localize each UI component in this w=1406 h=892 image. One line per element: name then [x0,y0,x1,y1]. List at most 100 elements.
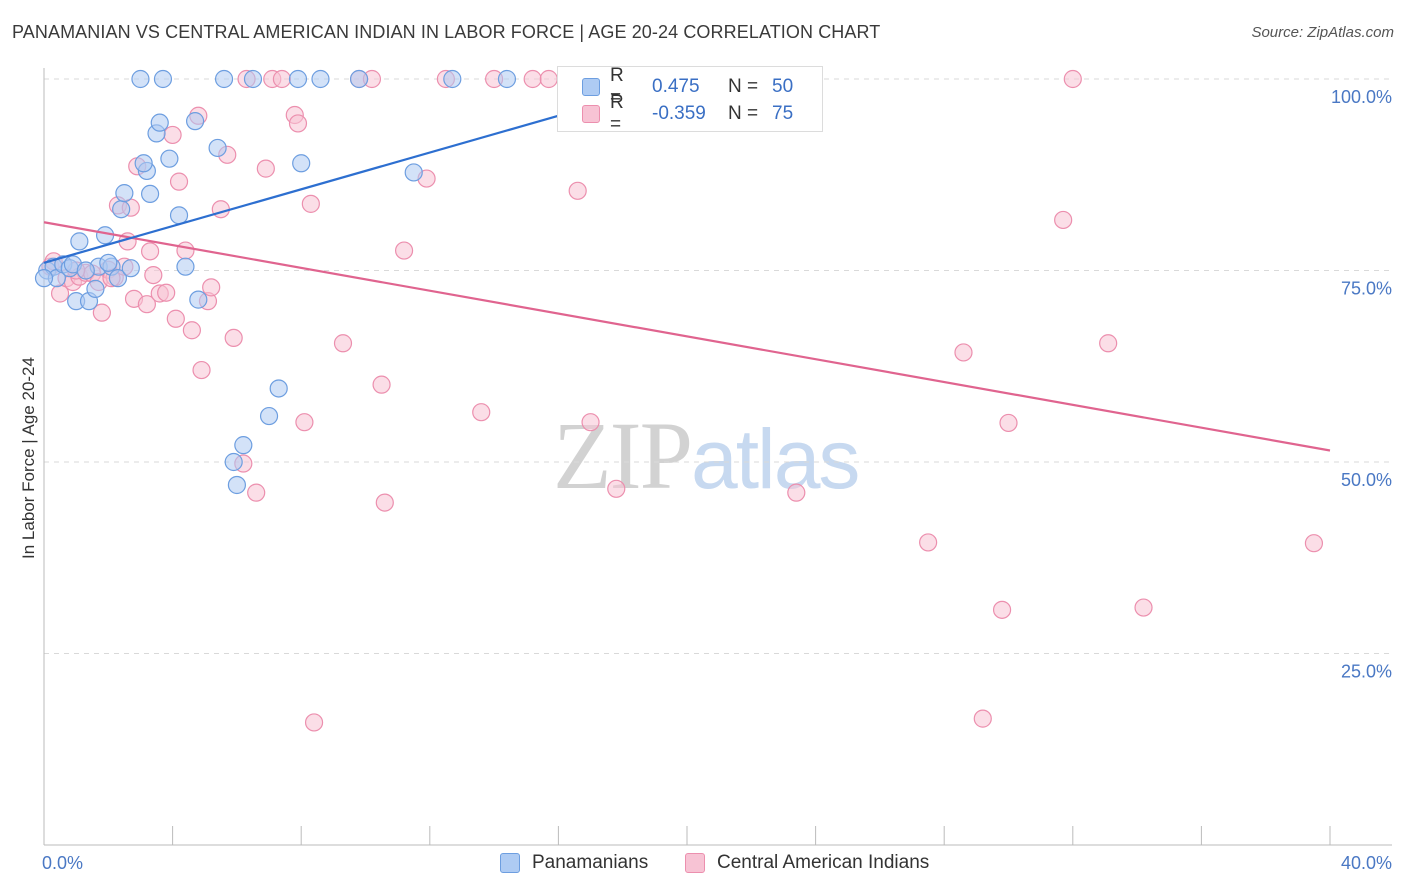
data-point-central-american-indians [539,69,558,89]
legend-r-label: R = [610,65,624,108]
legend-swatch-panamanians [500,853,520,873]
legend-label-panamanians: Panamanians [532,852,649,873]
data-point-panamanians [160,149,179,168]
data-point-central-american-indians [272,69,292,89]
data-point-central-american-indians [202,278,221,297]
trend-lines [43,77,1331,452]
data-point-central-american-indians [1054,210,1073,230]
legend-r-value: -0.359 [652,103,706,124]
data-point-central-american-indians [999,413,1018,433]
data-point-central-american-indians [192,360,211,380]
data-point-central-american-indians [472,403,491,422]
y-tick-label: 75.0% [1341,279,1392,299]
data-point-panamanians [288,69,308,89]
data-point-panamanians [108,269,128,288]
data-point-central-american-indians [607,479,626,498]
data-point-panamanians [311,69,330,89]
data-point-panamanians [76,261,95,280]
legend-row-central-american-indians: R = -0.359 N = 75 [582,92,793,135]
chart-title: PANAMANIAN VS CENTRAL AMERICAN INDIAN IN… [12,22,881,42]
data-point-central-american-indians [92,303,111,322]
data-point-panamanians [259,406,279,426]
data-point-central-american-indians [247,483,266,502]
data-point-panamanians [189,290,208,309]
x-tick-label: 40.0% [1341,853,1392,873]
data-point-central-american-indians [157,283,176,302]
legend-swatch-central-american-indians [582,105,600,123]
legend-item-central-american-indians[interactable]: Central American Indians [685,852,929,874]
y-tick-label: 50.0% [1341,470,1392,490]
data-point-central-american-indians [1063,69,1082,89]
data-point-central-american-indians [304,713,324,732]
data-point-central-american-indians [973,709,992,728]
watermark-atlas: atlas [691,412,860,506]
series-legend: Panamanians Central American Indians [0,852,1406,878]
data-point-panamanians [150,113,169,132]
axes [43,68,1392,846]
data-point-panamanians [121,259,140,278]
series-central-american-indians-points [41,69,1324,732]
data-point-panamanians [169,206,189,225]
data-point-central-american-indians [301,194,320,213]
data-point-central-american-indians [166,309,185,328]
data-point-central-american-indians [256,159,275,178]
data-point-central-american-indians [581,413,600,432]
legend-n-label: N = [728,103,759,124]
data-point-panamanians [140,184,160,203]
data-point-central-american-indians [372,375,391,394]
data-point-central-american-indians [211,200,230,219]
legend-item-panamanians[interactable]: Panamanians [500,852,648,874]
y-tick-label: 100.0% [1331,87,1392,107]
data-point-panamanians [243,69,263,89]
legend-r-label: R = [610,92,624,135]
legend-n-label: N = [728,76,759,97]
data-point-panamanians [208,138,227,158]
data-point-panamanians [404,163,423,182]
data-point-panamanians [349,69,369,89]
legend-r-value: 0.475 [652,76,700,97]
data-point-central-american-indians [394,241,414,260]
data-point-central-american-indians [288,114,308,133]
data-point-panamanians [269,379,288,398]
data-point-central-american-indians [1099,334,1118,353]
data-point-panamanians [86,279,105,298]
legend-swatch-central-american-indians [685,853,705,873]
data-point-panamanians [115,184,134,203]
legend-swatch-panamanians [582,78,600,96]
data-point-panamanians [99,253,118,272]
data-point-panamanians [292,154,311,173]
data-point-central-american-indians [375,493,394,512]
data-point-central-american-indians [163,125,182,145]
data-point-central-american-indians [182,321,201,340]
data-point-panamanians [186,112,205,131]
data-point-central-american-indians [919,533,938,552]
y-axis-title: In Labor Force | Age 20-24 [19,357,38,559]
data-point-panamanians [70,232,89,251]
data-point-panamanians [112,200,131,219]
data-point-panamanians [95,226,115,245]
data-point-central-american-indians [954,343,973,362]
data-point-central-american-indians [176,241,195,260]
y-tick-label: 25.0% [1341,662,1392,682]
data-point-panamanians [34,269,54,288]
data-point-central-american-indians [144,265,163,285]
data-point-panamanians [134,154,153,173]
data-point-central-american-indians [224,328,243,348]
data-point-central-american-indians [169,172,189,191]
series-panamanians-points [34,69,793,495]
data-point-panamanians [214,69,234,89]
data-point-central-american-indians [568,181,587,200]
data-point-panamanians [234,436,253,455]
x-tick-label: 0.0% [42,853,83,873]
correlation-legend: R = 0.475 N = 50 R = -0.359 N = 75 [557,65,823,135]
data-point-central-american-indians [295,413,314,432]
data-point-panamanians [497,69,517,89]
legend-row-panamanians: R = 0.475 N = 50 [582,65,793,108]
tick-labels: 25.0% 50.0% 75.0% 100.0% 0.0% 40.0% In Labor F… [19,87,1392,873]
source-label: Source: ZipAtlas.com [1251,24,1394,41]
data-point-central-american-indians [333,334,353,353]
legend-label-central-american-indians: Central American Indians [717,852,930,873]
grid-lines [44,78,1392,654]
data-point-panamanians [153,69,173,89]
